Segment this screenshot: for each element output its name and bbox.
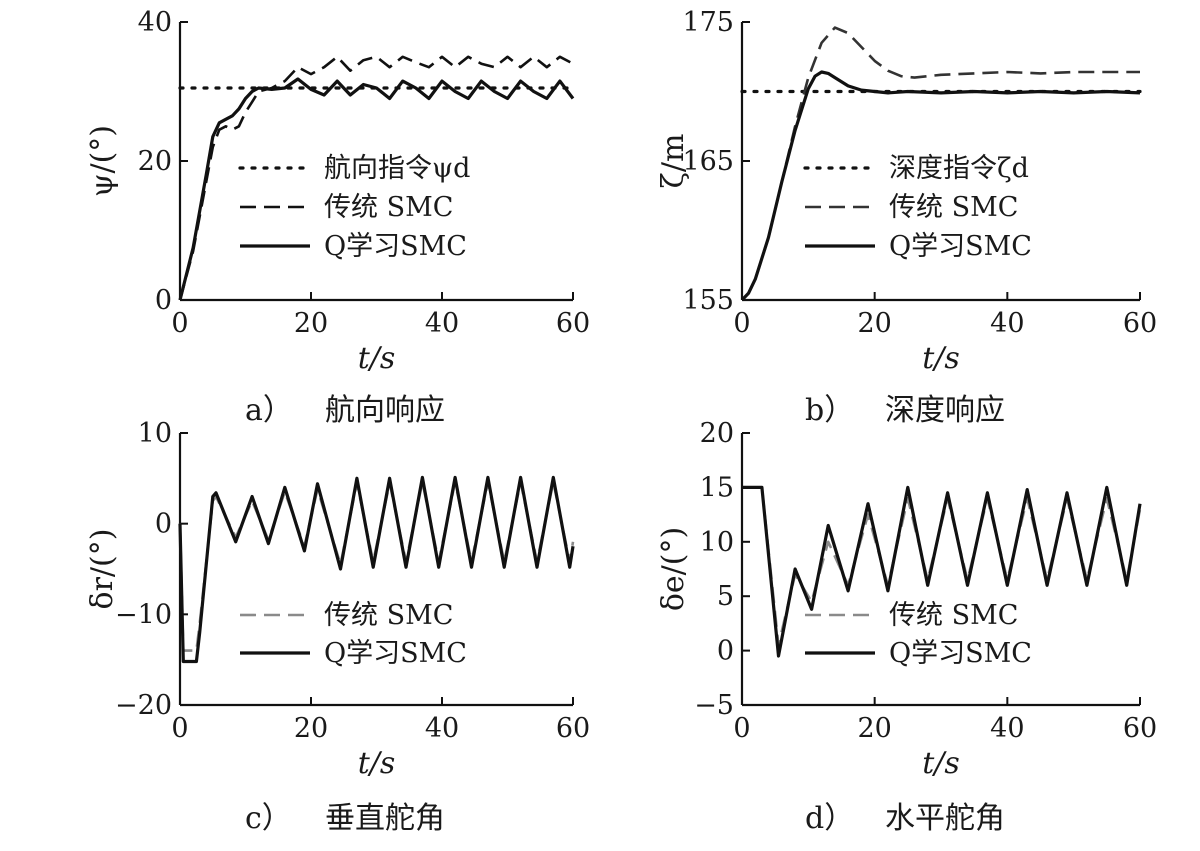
x-tick-label: 0: [733, 713, 750, 744]
x-tick-label: 20: [857, 308, 891, 339]
series-line-1: [742, 485, 1142, 658]
y-tick-label: 15: [700, 472, 734, 503]
y-tick-label: 20: [138, 146, 172, 177]
chart-a: 0 20 40 60 0 20 40 航向指令ψd 传统 SMC Q学习SMC t/s ψ/(°) a）…: [85, 7, 590, 428]
caption-letter: d）: [805, 801, 854, 836]
caption-text: 垂直舵角: [325, 801, 445, 836]
x-tick-label: 20: [294, 308, 328, 339]
caption-letter: a）: [245, 393, 293, 428]
caption-text: 深度响应: [885, 393, 1005, 428]
caption-letter: c）: [245, 801, 292, 836]
legend-label: 传统 SMC: [324, 600, 453, 631]
chart-b: 0 20 40 60 155 165 175 深度指令ζd 传统 SMC Q学习SMC t/s ζ/m…: [656, 7, 1157, 428]
x-axis-label: t/s: [922, 746, 960, 781]
y-tick-label: 5: [717, 581, 734, 612]
y-tick-label: −5: [694, 690, 734, 721]
y-tick-label: 10: [138, 418, 172, 449]
caption-text: 航向响应: [325, 393, 445, 428]
x-tick-label: 40: [425, 713, 459, 744]
y-tick-label: −20: [115, 690, 172, 721]
y-tick-label: 155: [682, 285, 734, 316]
caption-text: 水平舵角: [885, 801, 1005, 836]
y-tick-label: 165: [682, 146, 734, 177]
x-tick-label: 0: [171, 713, 188, 744]
x-axis-label: t/s: [358, 746, 396, 781]
legend-label: 深度指令ζd: [889, 153, 1029, 184]
x-tick-label: 40: [425, 308, 459, 339]
series-line-2: [740, 70, 1141, 302]
x-axis-label: t/s: [922, 341, 960, 376]
x-tick-label: 0: [733, 308, 750, 339]
y-tick-label: 20: [700, 418, 734, 449]
y-axis-label: ζ/m: [656, 134, 691, 189]
x-tick-label: 60: [556, 713, 590, 744]
x-tick-label: 20: [857, 713, 891, 744]
y-tick-label: −10: [115, 599, 172, 630]
y-axis-label: δr/(°): [85, 529, 120, 610]
x-tick-label: 60: [1123, 713, 1157, 744]
x-tick-label: 60: [556, 308, 590, 339]
legend-label: Q学习SMC: [889, 638, 1032, 669]
y-tick-label: 0: [717, 636, 734, 667]
legend-label: Q学习SMC: [324, 231, 467, 262]
legend-label: Q学习SMC: [889, 231, 1032, 262]
y-tick-label: 0: [155, 509, 172, 540]
x-tick-label: 0: [171, 308, 188, 339]
y-tick-label: 40: [138, 7, 172, 38]
x-tick-label: 40: [990, 713, 1024, 744]
legend-label: Q学习SMC: [324, 638, 467, 669]
y-axis-label: ψ/(°): [85, 125, 120, 197]
legend-label: 传统 SMC: [889, 600, 1018, 631]
caption-letter: b）: [805, 393, 854, 428]
series-line-1: [178, 55, 574, 301]
legend-label: 传统 SMC: [324, 192, 453, 223]
legend-label: 航向指令ψd: [324, 153, 470, 184]
chart-c: 0 20 40 60 −20 −10 0 10 传统 SMC Q学习SMC t/s δr/(°) c） 垂…: [85, 418, 590, 836]
y-tick-label: 0: [155, 285, 172, 316]
x-axis-label: t/s: [358, 341, 396, 376]
series-line-2: [178, 77, 575, 301]
x-tick-label: 40: [990, 308, 1024, 339]
x-tick-label: 20: [294, 713, 328, 744]
y-tick-label: 175: [682, 7, 734, 38]
legend-label: 传统 SMC: [889, 192, 1018, 223]
x-tick-label: 60: [1123, 308, 1157, 339]
series-line-1: [178, 475, 575, 664]
y-tick-label: 10: [700, 527, 734, 558]
y-axis-label: δe/(°): [656, 527, 691, 611]
